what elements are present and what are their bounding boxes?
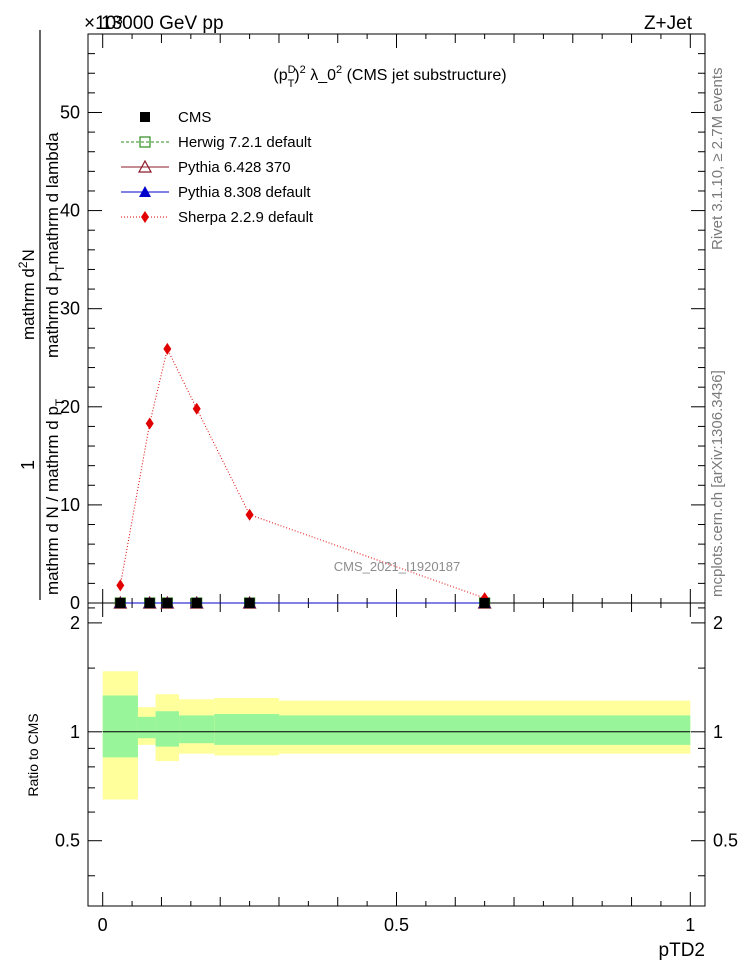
main-y-tick-label: 10 [60,495,80,515]
legend: CMS Herwig 7.2.1 default Pythia 6.428 370 P… [121,109,314,226]
ratio-band-inner-5 [278,715,691,745]
x-tick-label: 0 [98,915,108,935]
mcplots-label: mcplots.cern.ch [arXiv:1306.3436] [709,370,726,597]
point-sherpa [245,508,254,521]
point-sherpa [192,402,201,415]
point-cms [144,598,155,608]
ratio-plot-frame [87,602,706,907]
rivet-label: Rivet 3.1.10, ≥ 2.7M events [709,68,726,251]
svg-text:mathrm d pTmathrm d lambda: mathrm d pTmathrm d lambda [43,132,67,358]
point-cms [191,598,202,608]
point-cms [162,598,173,608]
ratio-y-tick-label-right: 2 [713,613,723,633]
point-cms [115,598,126,608]
legend-marker [137,159,153,173]
point-cms [479,598,490,608]
exponent-label: ×10³ [84,13,123,34]
legend-label: Herwig 7.2.1 default [178,134,312,151]
legend-marker [141,211,149,223]
svg-text:mathrm d N / mathrm d pT: mathrm d N / mathrm d pT [43,398,67,595]
main-y-tick-label: 20 [60,397,80,417]
point-sherpa [116,579,125,592]
legend-label: Pythia 8.308 default [178,184,311,201]
ratio-band-inner-0 [102,695,138,758]
x-tick-label: 0.5 [384,915,409,935]
ratio-band-inner-1 [137,716,156,739]
ratio-band-inner-4 [214,713,279,745]
main-y-tick-label: 0 [70,593,80,613]
legend-marker [139,136,151,148]
legend-label: Sherpa 2.2.9 default [178,209,314,226]
legend-marker [139,186,151,197]
main-y-tick-label: 40 [60,201,80,221]
ratio-band-inner-3 [179,715,215,744]
point-sherpa [163,342,172,355]
legend-entry-sherpa: Sherpa 2.2.9 default [121,209,314,226]
ratio-y-axis: 0.5 0.5 1 1 2 2 [55,607,738,877]
x-tick-label: 1 [685,915,695,935]
svg-text:mathrm d2N: mathrm d2N [16,249,38,340]
series-cms [115,598,490,608]
ratio-y-tick-label-right: 0.5 [713,831,738,851]
main-plot-frame [87,33,706,604]
ratio-bands [102,671,691,800]
ratio-band-inner-2 [155,711,180,747]
right-title: Z+Jet [644,13,693,34]
legend-label: CMS [178,109,211,126]
legend-marker [140,112,150,122]
left-title: 13000 GeV pp [101,13,224,34]
main-y-tick-label: 30 [60,299,80,319]
point-cms [244,598,255,608]
legend-entry-pythia6: Pythia 6.428 370 [121,159,291,176]
legend-label: Pythia 6.428 370 [178,159,291,176]
main-y-tick-label: 50 [60,102,80,122]
plot-title: (pD T)2 λ_02 (CMS jet substructure) [273,64,506,90]
analysis-annotation: CMS_2021_I1920187 [334,559,461,574]
main-y-label: 1 mathrm d N / mathrm d pT mathrm d2N ma… [16,30,67,600]
legend-entry-herwig: Herwig 7.2.1 default [121,134,312,151]
ratio-y-tick-label: 2 [70,613,80,633]
ratio-y-tick-label: 0.5 [55,831,80,851]
series-layer [113,342,492,609]
svg-text:1: 1 [18,460,38,470]
legend-entry-cms: CMS [140,109,211,126]
main-y-axis: 0 10 20 30 40 50 [60,33,705,613]
ratio-y-tick-label: 1 [70,722,80,742]
legend-entry-pythia8: Pythia 8.308 default [121,184,311,201]
ratio-y-label: Ratio to CMS [25,713,41,796]
x-axis-label: pTD2 [659,940,705,961]
point-sherpa [145,417,154,430]
ratio-y-tick-label-right: 1 [713,722,723,742]
